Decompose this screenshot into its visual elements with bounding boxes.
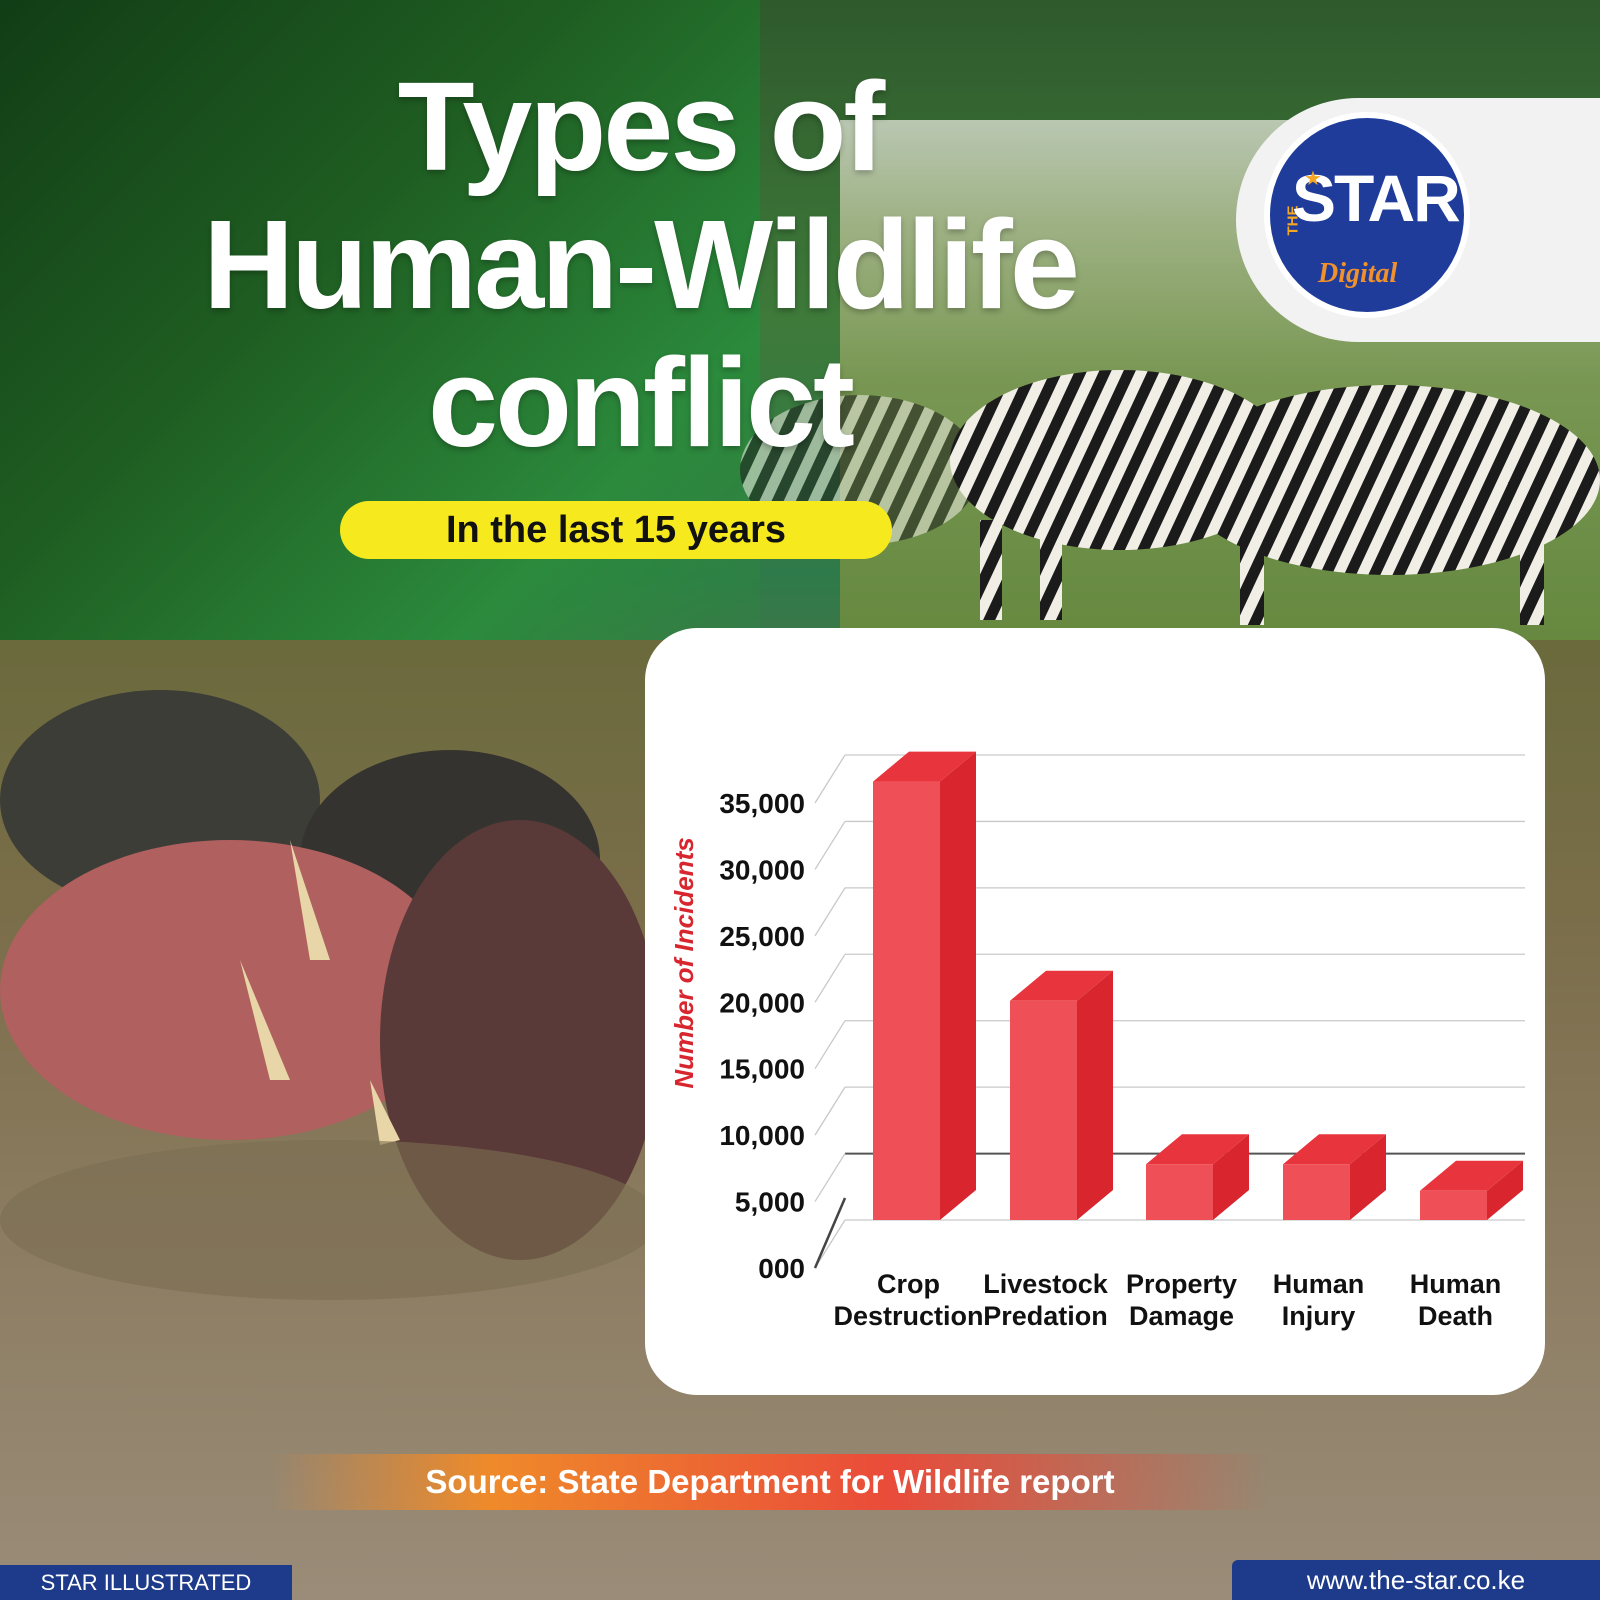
gridline-slant <box>814 887 846 937</box>
logo-star-icon: ★ <box>1304 168 1322 190</box>
gridline-slant <box>814 1219 846 1269</box>
title-line-1: Types of <box>397 56 886 197</box>
the-star-logo <box>1264 112 1470 318</box>
bar-side <box>1213 1134 1249 1220</box>
x-category-label: Predation <box>983 1301 1108 1331</box>
bar-side <box>1487 1160 1523 1220</box>
logo-star-text: STAR <box>1292 161 1461 235</box>
x-category-label: Injury <box>1282 1301 1356 1331</box>
infographic-title: Types of Human-Wildlife conflict <box>40 58 1240 472</box>
y-tick-label: 20,000 <box>719 987 805 1018</box>
hippo-illustration <box>0 690 660 1300</box>
logo-digital-text: Digital <box>1318 258 1398 289</box>
x-category-label: Destruction <box>833 1301 983 1331</box>
x-category-label: Human <box>1273 1269 1365 1299</box>
green-gradient-background <box>0 0 760 700</box>
x-category-label: Crop <box>877 1269 940 1299</box>
bar-top <box>1146 1134 1249 1165</box>
y-tick-label: 10,000 <box>719 1120 805 1151</box>
chart-card: 000 5,000 10,000 15,000 20,000 25,000 30,000 35… <box>645 628 1545 1395</box>
y-tick-label: 15,000 <box>719 1054 805 1085</box>
x-category-label: Human <box>1410 1269 1502 1299</box>
bar <box>1283 1164 1350 1220</box>
gridline-slant <box>814 1020 846 1070</box>
bar-top <box>873 751 976 782</box>
x-category-label: Damage <box>1129 1301 1234 1331</box>
bar-top <box>1420 1160 1523 1191</box>
gridline-slant <box>814 754 846 804</box>
y-tick-label: 5,000 <box>735 1187 805 1218</box>
bar <box>1146 1164 1213 1220</box>
bar <box>1010 1000 1077 1220</box>
bar <box>1420 1190 1487 1220</box>
x-category-label: Death <box>1418 1301 1493 1331</box>
bar <box>873 781 940 1220</box>
gridline-slant <box>814 821 846 870</box>
bar-side <box>1077 970 1113 1220</box>
gridline-slant <box>814 1086 846 1136</box>
footer-website: www.the-star.co.ke <box>1232 1560 1600 1600</box>
y-tick-label: 25,000 <box>719 921 805 952</box>
y-tick-label: 35,000 <box>719 788 805 819</box>
axis-line <box>813 1197 847 1269</box>
x-category-label: Property <box>1126 1269 1237 1299</box>
title-line-3: conflict <box>427 332 855 473</box>
title-line-2: Human-Wildlife <box>203 194 1080 335</box>
gridline-slant <box>814 953 846 1003</box>
source-banner: Source: State Department for Wildlife re… <box>270 1454 1270 1510</box>
gridline-slant <box>814 1153 846 1202</box>
bar-chart: 000 5,000 10,000 15,000 20,000 25,000 30,000 35… <box>669 751 1525 1331</box>
footer-star-illustrated: STAR ILLUSTRATED <box>0 1565 292 1600</box>
bar-top <box>1283 1134 1386 1165</box>
bar-top <box>1010 970 1113 1001</box>
y-axis-label: Number of Incidents <box>669 837 699 1088</box>
x-category-label: Livestock <box>983 1269 1109 1299</box>
bar-side <box>1350 1134 1386 1220</box>
y-tick-label: 30,000 <box>719 854 805 885</box>
y-tick-label: 000 <box>758 1253 805 1284</box>
bar-side <box>940 751 976 1220</box>
subtitle-pill: In the last 15 years <box>340 501 892 559</box>
